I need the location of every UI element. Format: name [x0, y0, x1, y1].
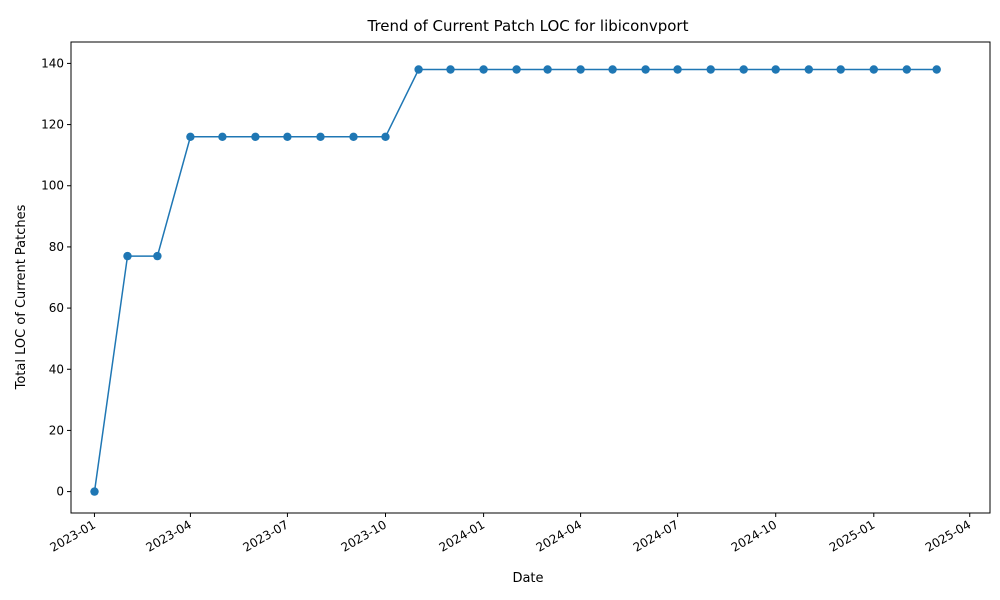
x-tick-label: 2023-01	[48, 517, 98, 554]
data-point	[349, 132, 358, 141]
y-tick-label: 120	[41, 118, 64, 132]
data-point	[283, 132, 292, 141]
y-tick-label: 80	[49, 240, 64, 254]
data-point	[804, 65, 813, 74]
y-axis-title: Total LOC of Current Patches	[14, 204, 29, 390]
data-point	[479, 65, 488, 74]
data-point	[414, 65, 423, 74]
data-point	[446, 65, 455, 74]
data-point	[608, 65, 617, 74]
data-point	[316, 132, 325, 141]
data-point	[218, 132, 227, 141]
data-point	[543, 65, 552, 74]
data-point	[706, 65, 715, 74]
y-tick-label: 40	[49, 362, 64, 376]
x-tick-label: 2024-07	[631, 517, 681, 554]
y-tick-label: 140	[41, 56, 64, 70]
y-tick-label: 20	[49, 423, 64, 437]
data-point	[902, 65, 911, 74]
x-tick-label: 2024-10	[729, 517, 779, 554]
x-axis-title: Date	[512, 571, 543, 586]
data-point	[251, 132, 260, 141]
x-tick-label: 2023-07	[241, 517, 291, 554]
plot-area: 0 20 40 60 80 100 120 140 2023-01 2023-04 2023-07 2…	[41, 41, 991, 555]
data-point	[869, 65, 878, 74]
x-tick-label: 2024-01	[437, 517, 487, 554]
data-point	[381, 132, 390, 141]
data-point	[836, 65, 845, 74]
data-point	[123, 251, 132, 261]
data-point	[739, 65, 748, 74]
data-point	[186, 132, 195, 141]
data-point	[576, 65, 585, 74]
x-tick-label: 2024-04	[534, 517, 584, 554]
chart-title: Trend of Current Patch LOC for libiconvp…	[367, 17, 689, 35]
x-tick-label: 2023-04	[143, 517, 193, 554]
plot-frame	[70, 41, 991, 514]
data-point	[90, 487, 99, 496]
data-point	[153, 251, 162, 261]
data-point	[641, 65, 650, 74]
data-point	[512, 65, 521, 74]
y-tick-label: 100	[41, 179, 64, 193]
data-point	[932, 65, 941, 74]
series-line	[93, 68, 937, 492]
x-tick-label: 2023-10	[339, 517, 389, 554]
y-tick-label: 60	[49, 301, 64, 315]
x-tick-label: 2025-04	[923, 517, 973, 554]
data-point	[673, 65, 682, 74]
x-tick-label: 2025-01	[827, 517, 877, 554]
data-point	[771, 65, 780, 74]
y-tick-label: 0	[56, 485, 64, 499]
